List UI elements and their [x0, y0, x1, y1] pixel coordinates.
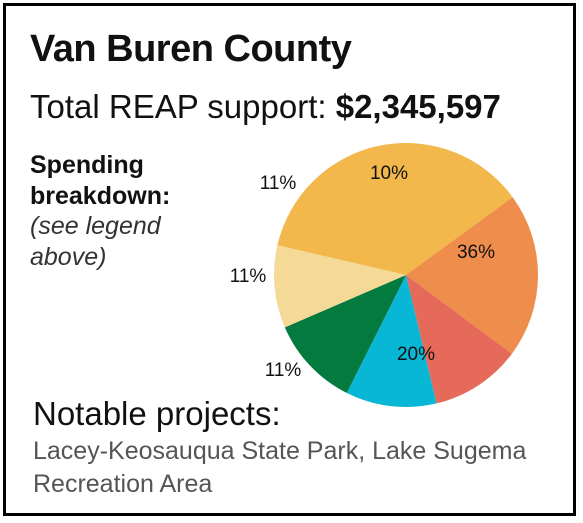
pie-slice-label-3: 11% — [265, 360, 302, 381]
pie-slice-label-1: 36% — [457, 242, 495, 263]
pie-slice-3 — [406, 275, 512, 404]
pie-labels: 36% 20% 11% 11% 11% 10% — [230, 163, 495, 381]
notable-projects-list: Lacey-Keosauqua State Park, Lake Sugema … — [33, 437, 527, 498]
total-support-label: Total REAP support: — [30, 88, 336, 125]
spending-breakdown: Spending breakdown: (see legend above) — [30, 150, 170, 272]
breakdown-note-line1: (see legend — [30, 212, 161, 240]
pie-slice-label-4: 11% — [230, 266, 267, 287]
pie-slice-label-5: 11% — [260, 173, 297, 194]
breakdown-heading-line1: Spending — [30, 151, 144, 179]
pie-slice-4 — [346, 275, 437, 408]
breakdown-heading-line2: breakdown: — [30, 181, 171, 210]
pie-slice-2 — [406, 197, 539, 354]
pie-slice-5 — [284, 275, 406, 393]
total-support: Total REAP support: $2,345,597 — [30, 90, 501, 123]
pie-slice-6 — [273, 245, 406, 328]
total-support-amount: $2,345,597 — [335, 88, 501, 125]
pie-slice-1 — [277, 142, 513, 275]
pie-slices — [273, 142, 539, 408]
pie-slice-label-2: 20% — [397, 344, 435, 365]
pie-slice-label-6: 10% — [370, 163, 408, 184]
county-title: Van Buren County — [30, 28, 352, 70]
notable-projects-heading: Notable projects: — [33, 395, 281, 432]
breakdown-note-line2: above) — [30, 242, 107, 271]
